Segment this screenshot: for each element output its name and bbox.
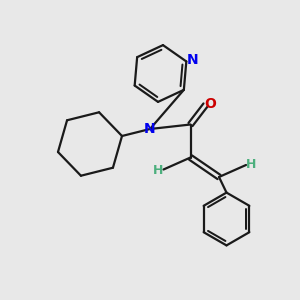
Text: N: N (187, 53, 199, 67)
Text: H: H (246, 158, 256, 171)
Text: N: N (144, 122, 156, 136)
Text: H: H (153, 164, 163, 178)
Text: O: O (205, 97, 217, 111)
